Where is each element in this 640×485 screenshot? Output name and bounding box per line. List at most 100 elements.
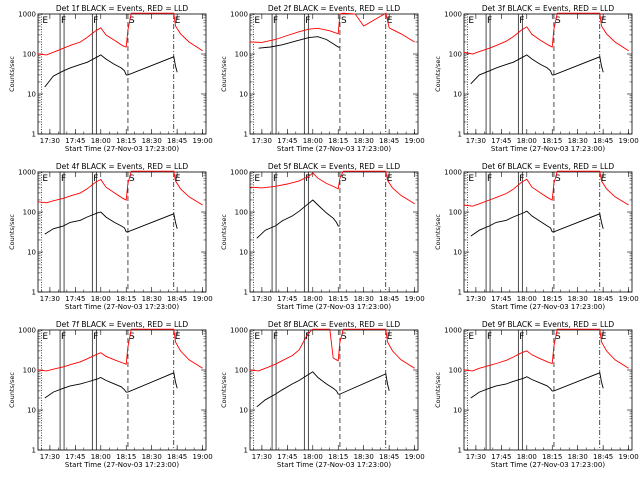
flag-label: F xyxy=(519,16,524,26)
series-line-events xyxy=(470,372,604,399)
x-tick-label: 17:30 xyxy=(40,453,60,461)
flag-label: F xyxy=(93,332,98,342)
x-tick-label: 18:15 xyxy=(542,453,562,461)
y-tick-label: 1000 xyxy=(18,11,36,19)
x-tick-label: 18:45 xyxy=(167,137,187,145)
x-axis-label: Start Time (27-Nov-03 17:23:00) xyxy=(65,461,179,469)
x-tick-label: 19:00 xyxy=(193,295,213,303)
y-axis-label: Counts/sec xyxy=(220,372,228,408)
panel-title: Det 1f BLACK = Events, RED = LLD xyxy=(56,4,189,13)
series-line-events xyxy=(44,211,178,235)
plot-frame xyxy=(37,329,207,451)
x-tick-label: 18:00 xyxy=(517,137,537,145)
flag-label: E xyxy=(601,174,607,184)
flag-label: E xyxy=(175,174,181,184)
x-tick-label: 17:45 xyxy=(65,295,85,303)
y-tick-label: 1 xyxy=(458,131,462,139)
x-tick-label: 18:45 xyxy=(593,295,613,303)
y-tick-label: 10 xyxy=(453,91,462,99)
flag-label: E xyxy=(42,16,48,26)
flag-label: E xyxy=(387,16,393,26)
flag-label: F xyxy=(519,332,524,342)
flag-label: E xyxy=(42,332,48,342)
x-tick-label: 19:00 xyxy=(193,453,213,461)
series-line-lld xyxy=(463,12,629,55)
x-tick-label: 17:30 xyxy=(40,137,60,145)
flag-label: F xyxy=(305,332,310,342)
flag-label: E xyxy=(468,174,474,184)
flag-label: E xyxy=(468,332,474,342)
flag-label: S xyxy=(555,16,561,26)
flag-label: E xyxy=(387,174,393,184)
flag-label: E xyxy=(387,332,393,342)
y-tick-label: 10 xyxy=(27,249,36,257)
y-axis-label: Counts/sec xyxy=(220,56,228,92)
y-tick-label: 10 xyxy=(27,91,36,99)
panel-title: Det 2f BLACK = Events, RED = LLD xyxy=(268,4,401,13)
panel-det-5: Det 5f BLACK = Events, RED = LLD 1 10 100 10… xyxy=(220,162,425,311)
series-line-events xyxy=(44,372,178,399)
y-tick-label: 10 xyxy=(453,249,462,257)
flag-label: S xyxy=(129,174,135,184)
flag-label: E xyxy=(175,16,181,26)
panel-title: Det 3f BLACK = Events, RED = LLD xyxy=(482,4,615,13)
flag-label: F xyxy=(305,174,310,184)
panel-title: Det 8f BLACK = Events, RED = LLD xyxy=(268,320,401,329)
x-tick-label: 17:45 xyxy=(491,295,511,303)
panel-det-9: Det 9f BLACK = Events, RED = LLD 1 10 100 10… xyxy=(434,320,639,469)
x-tick-label: 19:00 xyxy=(405,137,425,145)
x-tick-label: 19:00 xyxy=(405,295,425,303)
series-line-lld xyxy=(463,170,629,207)
x-tick-label: 17:30 xyxy=(252,453,272,461)
flag-label: E xyxy=(254,16,260,26)
x-axis-label: Start Time (27-Nov-03 17:23:00) xyxy=(277,461,391,469)
y-tick-label: 1 xyxy=(244,289,248,297)
panel-det-3: Det 3f BLACK = Events, RED = LLD 1 10 100 10… xyxy=(434,4,639,153)
x-tick-label: 19:00 xyxy=(619,137,639,145)
x-tick-label: 19:00 xyxy=(619,295,639,303)
plot-frame xyxy=(249,329,419,451)
x-axis-label: Start Time (27-Nov-03 17:23:00) xyxy=(277,303,391,311)
x-tick-label: 18:30 xyxy=(354,137,374,145)
flag-label: S xyxy=(129,332,135,342)
flag-label: S xyxy=(555,332,561,342)
x-tick-label: 18:15 xyxy=(328,295,348,303)
x-tick-label: 18:30 xyxy=(568,295,588,303)
series-line-events xyxy=(256,199,340,239)
y-tick-label: 10 xyxy=(453,407,462,415)
x-tick-label: 18:00 xyxy=(303,295,323,303)
x-tick-label: 18:00 xyxy=(303,453,323,461)
x-axis-label: Start Time (27-Nov-03 17:23:00) xyxy=(491,303,605,311)
y-tick-label: 1000 xyxy=(230,11,248,19)
series-line-events xyxy=(44,54,178,88)
flag-label: S xyxy=(341,332,347,342)
flag-label: F xyxy=(487,332,492,342)
y-axis-label: Counts/sec xyxy=(434,56,442,92)
x-tick-label: 19:00 xyxy=(619,453,639,461)
x-tick-label: 18:00 xyxy=(91,137,111,145)
y-tick-label: 1000 xyxy=(18,169,36,177)
y-axis-label: Counts/sec xyxy=(220,214,228,250)
x-tick-label: 18:45 xyxy=(593,453,613,461)
flag-label: F xyxy=(273,16,278,26)
panel-det-4: Det 4f BLACK = Events, RED = LLD 1 10 100 10… xyxy=(8,162,213,311)
flag-label: F xyxy=(61,332,66,342)
x-axis-label: Start Time (27-Nov-03 17:23:00) xyxy=(65,303,179,311)
y-tick-label: 10 xyxy=(239,91,248,99)
y-tick-label: 1000 xyxy=(444,327,462,335)
series-line-lld xyxy=(37,12,203,56)
flag-label: E xyxy=(42,174,48,184)
x-tick-label: 18:45 xyxy=(167,295,187,303)
series-line-lld xyxy=(249,12,415,43)
y-tick-label: 100 xyxy=(449,367,462,375)
y-tick-label: 1 xyxy=(244,447,248,455)
y-axis-label: Counts/sec xyxy=(8,214,16,250)
y-tick-label: 10 xyxy=(27,407,36,415)
flag-label: E xyxy=(175,332,181,342)
flag-label: S xyxy=(341,16,347,26)
flag-label: F xyxy=(93,174,98,184)
x-tick-label: 17:30 xyxy=(252,137,272,145)
flag-label: F xyxy=(273,174,278,184)
plot-frame xyxy=(463,329,633,451)
